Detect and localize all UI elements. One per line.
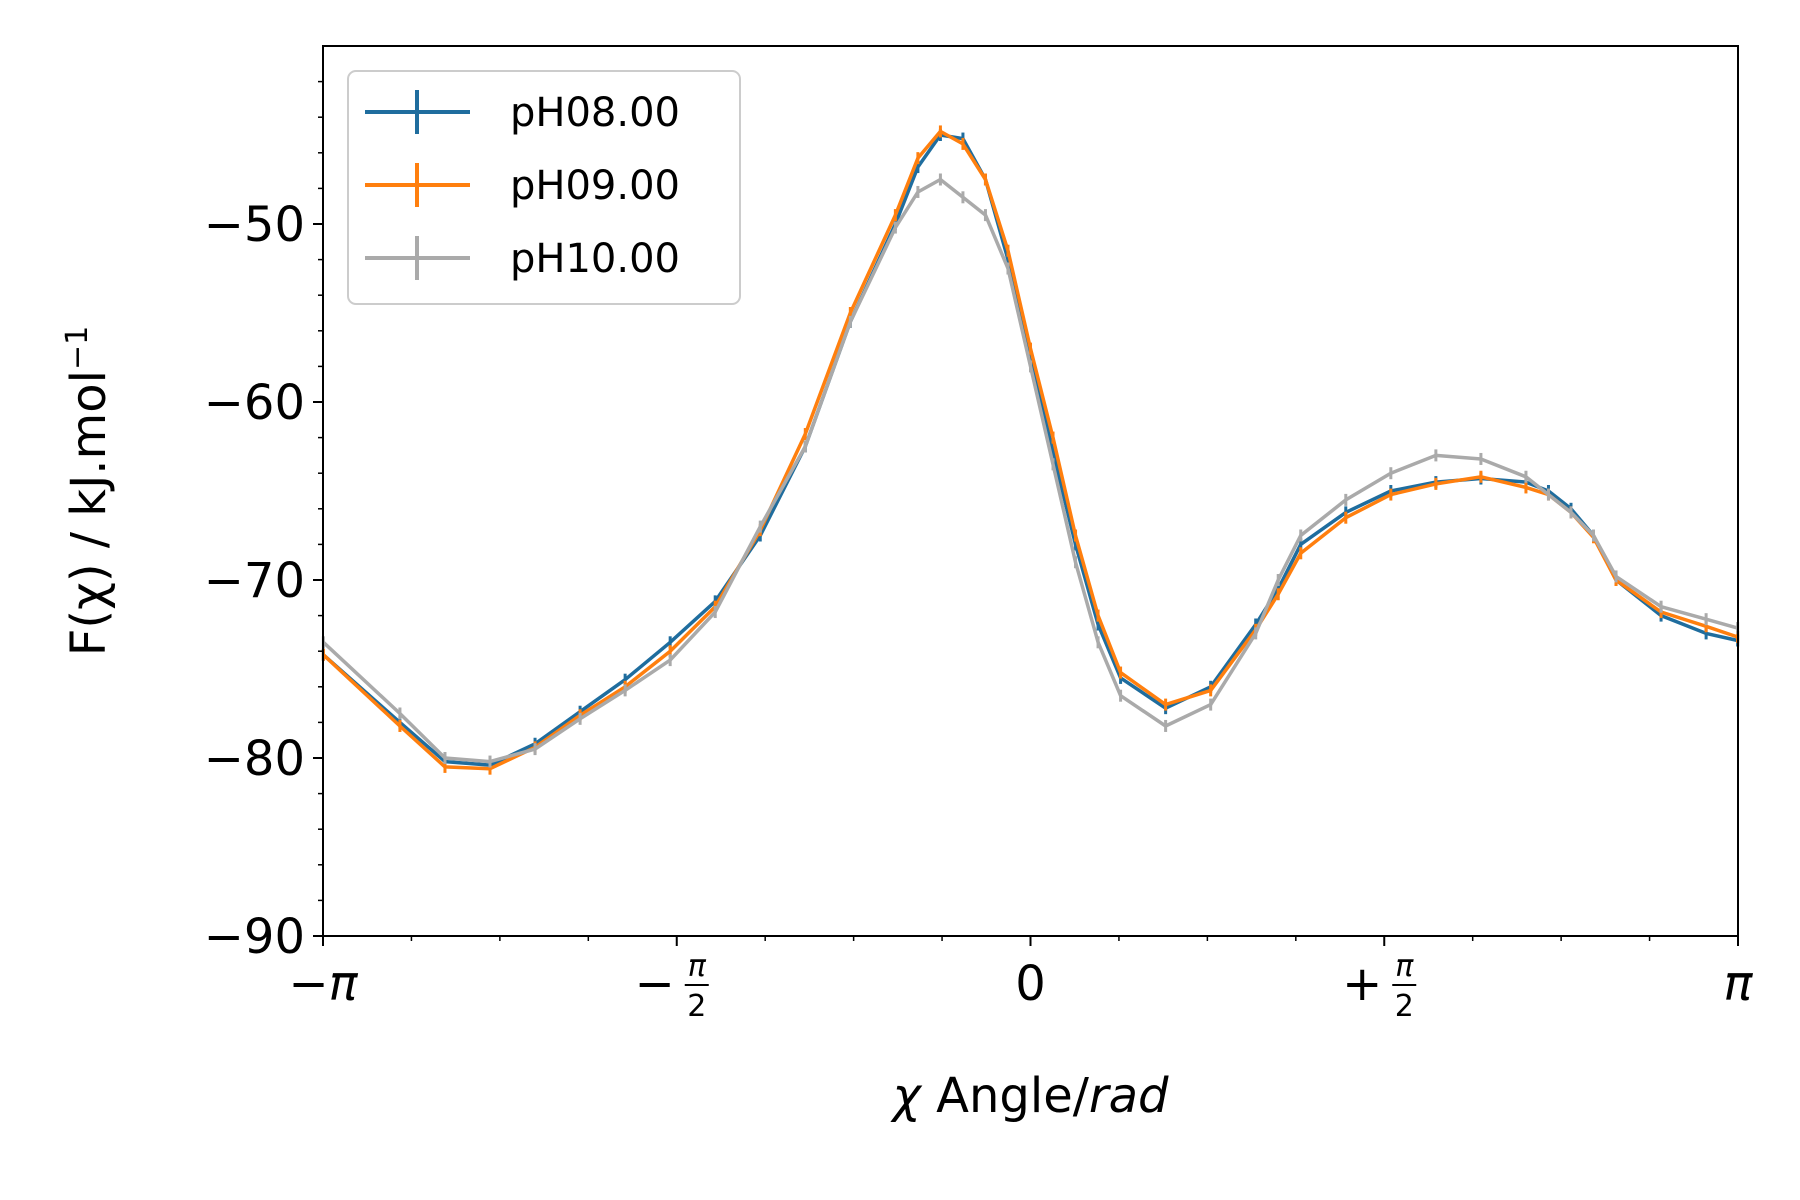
y-tick-label: −70 [204,553,305,609]
legend-label: pH09.00 [510,163,680,209]
x-tick-label: 0 [1015,956,1046,1012]
legend-box [347,70,741,305]
x-axis-symbol: χ [889,1068,922,1124]
y-axis-superscript: −1 [60,326,95,370]
x-tick-numerator: π [1395,949,1414,984]
x-tick-denominator: 2 [1395,989,1414,1024]
y-tick-label: −80 [204,731,305,787]
y-tick-label: −90 [204,909,305,965]
series-line [322,129,1739,771]
x-tick-sign: + [1342,956,1382,1012]
series-line [322,177,1739,764]
y-axis-text: F(χ) / kJ.mol [61,370,117,656]
x-axis-unit: rad [1089,1068,1169,1124]
legend-label: pH10.00 [510,236,680,282]
y-tick-label: −60 [204,375,305,431]
y-axis-label: F(χ) / kJ.mol−1 [60,326,117,656]
x-tick-text: π [1724,956,1754,1012]
legend-entry: pH08.00 [365,90,680,136]
legend-label: pH08.00 [510,90,680,136]
x-tick-label: −π [288,956,358,1012]
legend-entry: pH10.00 [365,236,680,282]
x-tick-denominator: 2 [687,989,706,1024]
x-tick-label: − π 2 [635,949,709,1024]
x-tick-text: 0 [1015,956,1046,1012]
x-tick-text: −π [288,956,358,1012]
x-tick-sign: − [635,956,675,1012]
x-axis-label: χ Angle/rad [889,1068,1169,1124]
x-axis-text: Angle/ [921,1068,1090,1124]
x-tick-numerator: π [688,949,707,984]
x-tick-label: + π 2 [1342,949,1417,1024]
series-layer [321,125,1740,775]
y-tick-label: −50 [204,197,305,253]
x-tick-label: π [1724,956,1754,1012]
ticks-layer: −50−60−70−80−90−π − π2 0 + π2 π [204,80,1754,1024]
legend-entry: pH09.00 [365,163,680,209]
legend: pH08.00 pH09.00 pH10.00 [347,70,741,305]
